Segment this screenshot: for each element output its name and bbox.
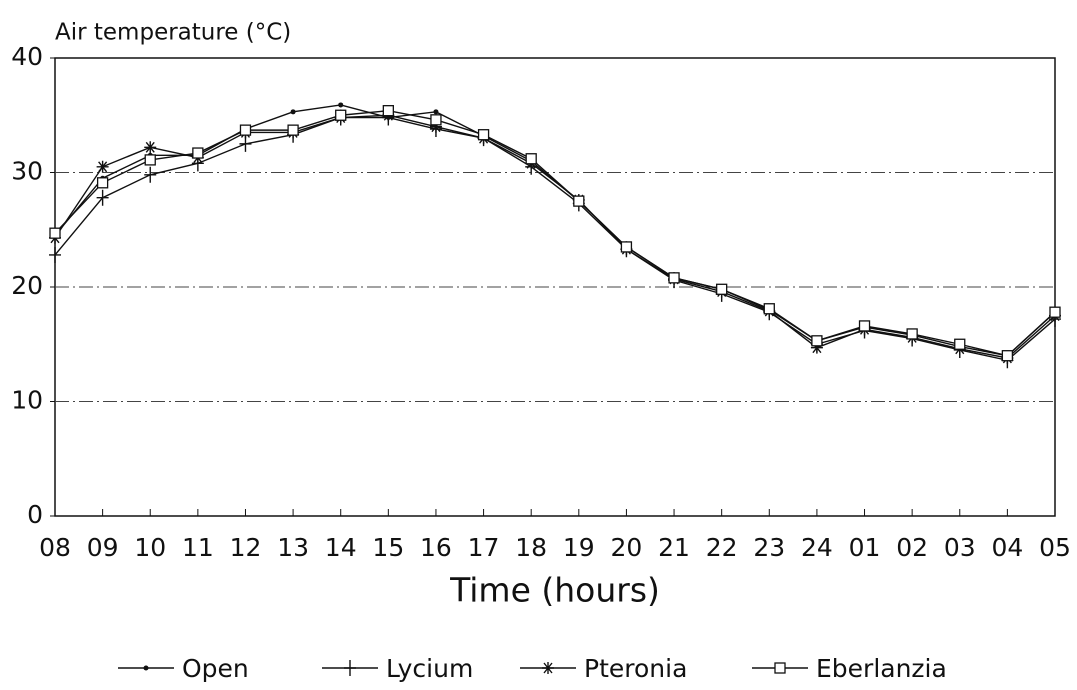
legend-label: Open	[182, 654, 249, 683]
x-tick-label: 04	[991, 533, 1023, 562]
y-tick-label: 20	[11, 271, 43, 300]
legend-marker	[542, 662, 554, 674]
series-line	[54, 109, 1056, 357]
series-line	[54, 104, 1056, 357]
x-tick-label: 23	[753, 533, 785, 562]
marker	[668, 272, 680, 284]
x-tick-label: 24	[801, 533, 833, 562]
x-tick-label: 11	[182, 533, 214, 562]
y-tick-label: 30	[11, 157, 43, 186]
x-tick-label: 08	[39, 533, 71, 562]
marker	[763, 303, 775, 315]
x-tick-label: 12	[230, 533, 262, 562]
marker	[716, 283, 728, 295]
marker	[290, 109, 296, 115]
x-tick-label: 15	[372, 533, 404, 562]
x-tick-label: 10	[134, 533, 166, 562]
legend-label: Eberlanzia	[816, 654, 947, 683]
marker	[96, 189, 109, 206]
legend-label: Lycium	[386, 654, 473, 683]
legend-marker	[143, 665, 149, 671]
marker	[49, 246, 61, 263]
x-axis-label: Time (hours)	[449, 571, 660, 610]
y-axis-label: Air temperature (°C)	[55, 20, 291, 46]
x-tick-label: 13	[277, 533, 309, 562]
marker	[433, 109, 439, 115]
x-tick-label: 01	[849, 533, 881, 562]
x-tick-label: 09	[87, 533, 119, 562]
marker	[906, 328, 918, 340]
marker	[811, 335, 823, 347]
x-tick-label: 20	[611, 533, 643, 562]
marker	[335, 109, 347, 121]
legend-label: Pteronia	[584, 654, 687, 683]
x-tick-label: 18	[515, 533, 547, 562]
marker	[96, 177, 109, 189]
series-line	[54, 116, 1056, 362]
x-tick-label: 22	[706, 533, 738, 562]
x-tick-label: 19	[563, 533, 595, 562]
marker	[1001, 350, 1014, 362]
x-tick-label: 14	[325, 533, 357, 562]
x-tick-label: 17	[468, 533, 500, 562]
x-tick-label: 16	[420, 533, 452, 562]
y-tick-label: 0	[27, 500, 43, 529]
marker	[810, 341, 823, 354]
marker	[239, 124, 252, 136]
legend-marker	[774, 662, 786, 674]
marker	[430, 114, 442, 126]
marker	[477, 129, 490, 141]
marker	[144, 166, 157, 183]
x-tick-label: 03	[944, 533, 976, 562]
x-tick-label: 21	[658, 533, 690, 562]
marker	[144, 154, 156, 166]
marker	[338, 102, 344, 108]
marker	[620, 241, 633, 253]
y-tick-label: 40	[11, 42, 43, 71]
marker	[858, 320, 871, 332]
marker	[429, 120, 442, 133]
x-tick-label: 02	[896, 533, 928, 562]
marker	[239, 135, 252, 152]
marker	[1049, 306, 1061, 318]
y-tick-label: 10	[11, 386, 43, 415]
marker	[287, 124, 299, 136]
marker	[96, 160, 109, 173]
x-tick-label: 05	[1039, 533, 1071, 562]
marker	[573, 195, 585, 207]
marker	[382, 105, 394, 117]
marker	[49, 227, 61, 239]
marker	[525, 153, 537, 165]
marker	[192, 147, 204, 159]
series-line	[54, 114, 1056, 359]
legend-marker	[344, 660, 356, 676]
marker	[144, 141, 157, 154]
marker	[954, 338, 966, 350]
